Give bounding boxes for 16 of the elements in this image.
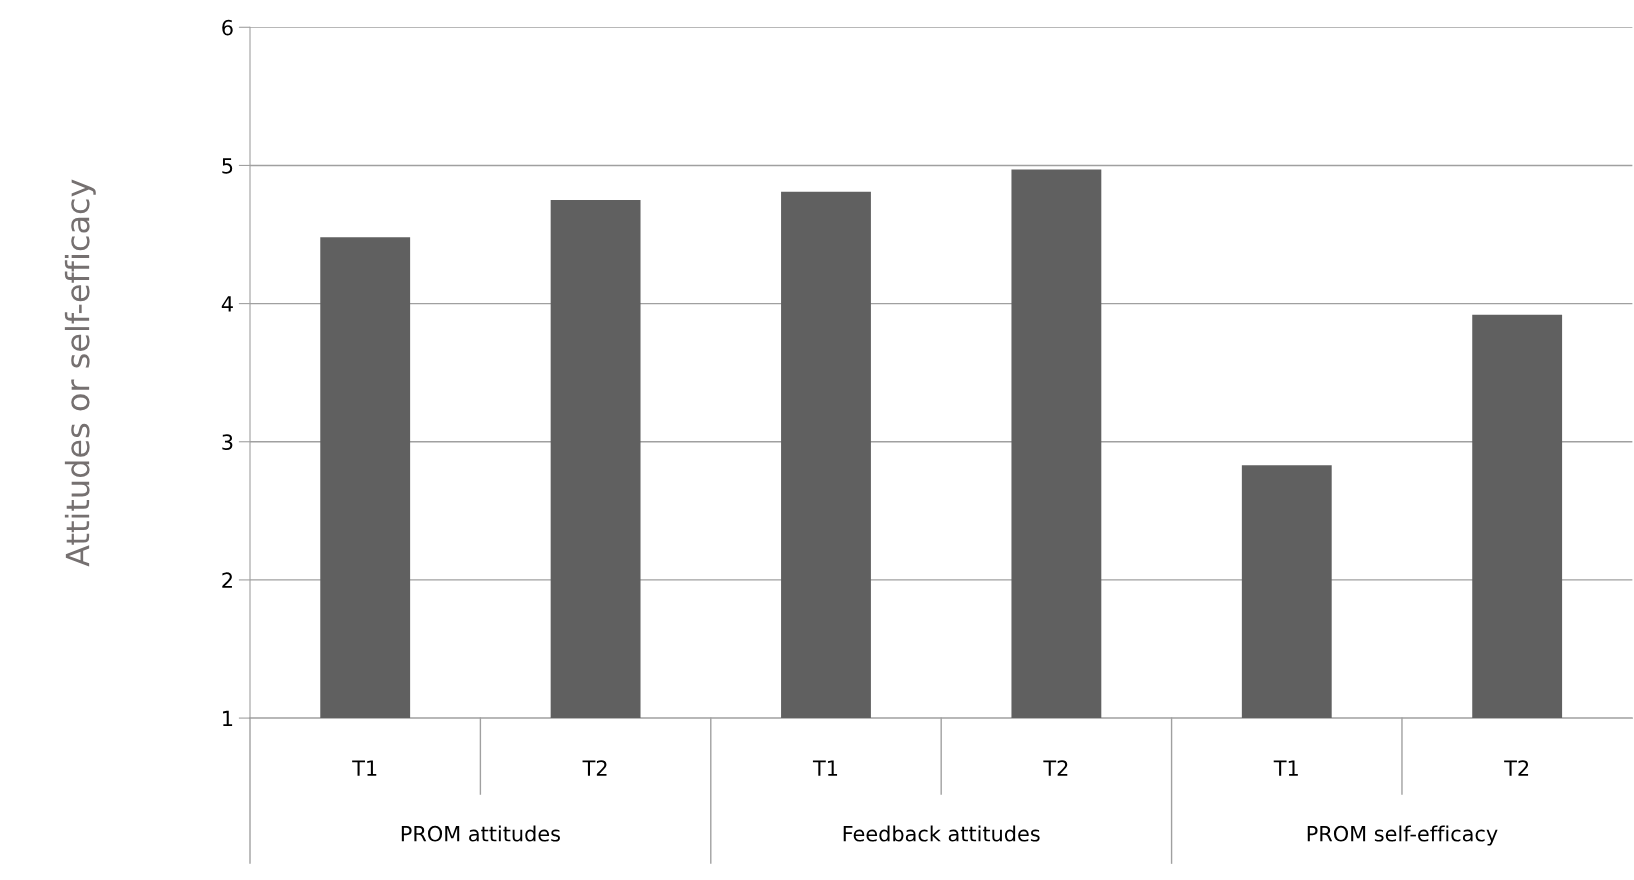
y-tick-label: 2 <box>222 572 232 588</box>
x-tick-label: T1 <box>352 760 377 776</box>
y-tick-label: 4 <box>221 296 233 312</box>
y-tick-label: 5 <box>222 158 233 174</box>
x-tick-label: T1 <box>1273 760 1298 776</box>
x-tick-label: T2 <box>1043 760 1068 776</box>
y-tick-label: 3 <box>222 434 233 450</box>
y-tick-label: 1 <box>223 710 233 726</box>
x-tick-label: T2 <box>1504 760 1529 776</box>
text: Feedback attitudes <box>843 825 1040 842</box>
text: PROM self-efficacy <box>1307 825 1498 846</box>
y-tick-label: 6 <box>222 19 233 36</box>
text: PROM attitudes <box>401 825 560 842</box>
x-tick-label: T1 <box>812 760 838 776</box>
x-tick-label: T2 <box>582 760 607 776</box>
y-axis-title: Attitudes or self-efficacy <box>64 179 96 567</box>
